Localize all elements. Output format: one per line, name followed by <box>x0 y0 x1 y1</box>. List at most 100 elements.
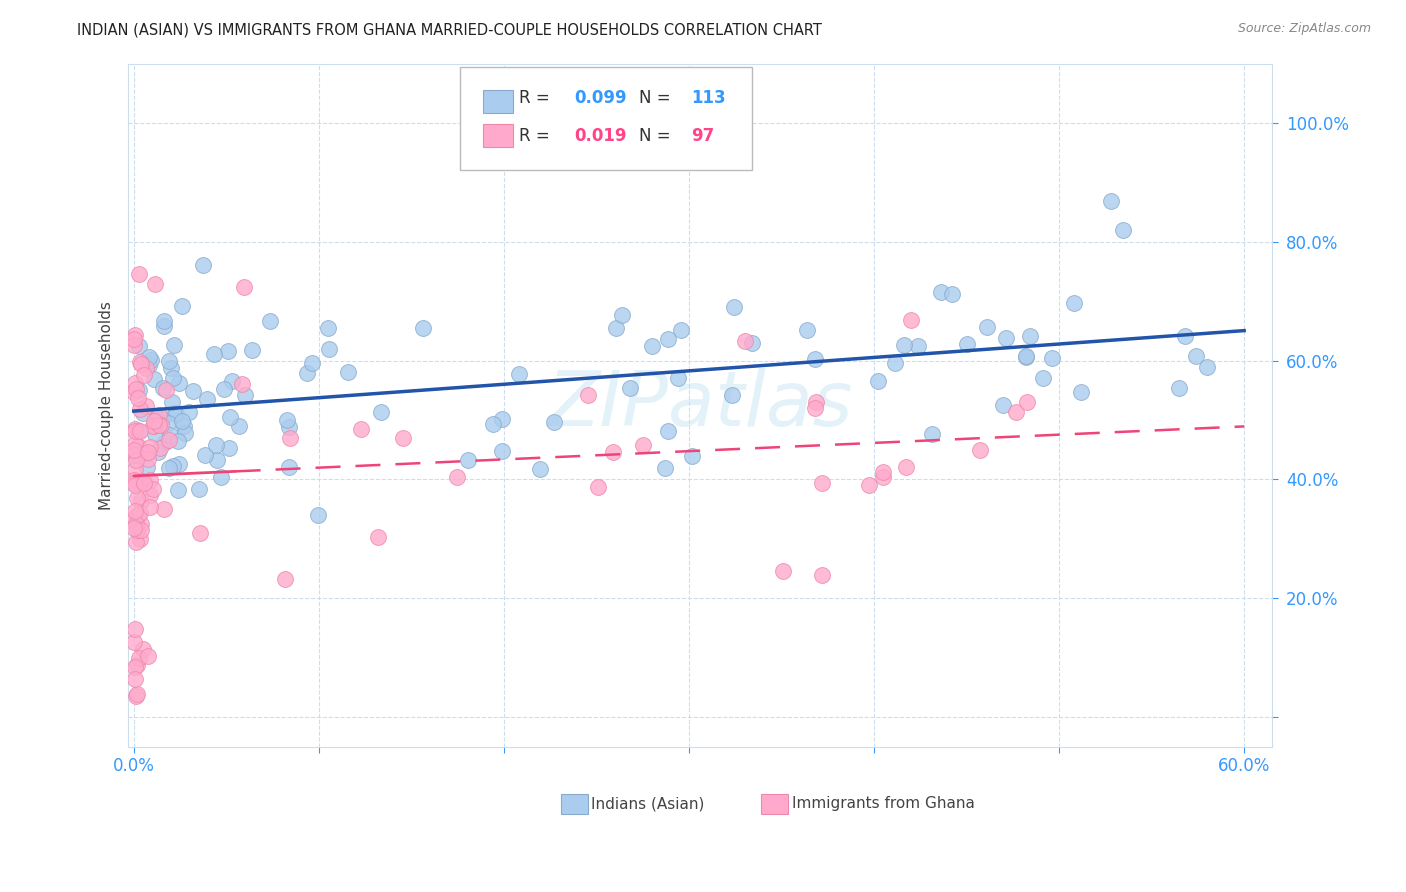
Point <box>446 469 468 483</box>
Point <box>367 530 389 544</box>
Point <box>204 347 226 361</box>
Point <box>610 308 633 322</box>
Point <box>921 427 943 442</box>
Point <box>162 395 184 409</box>
Point <box>370 405 392 419</box>
Text: 97: 97 <box>690 127 714 145</box>
Point <box>804 394 827 409</box>
Point <box>221 374 243 388</box>
Point <box>170 414 193 428</box>
Point <box>491 443 513 458</box>
Point <box>491 412 513 426</box>
Point <box>128 339 150 353</box>
Point <box>134 475 156 490</box>
Point <box>900 313 922 327</box>
Point <box>132 642 155 657</box>
Point <box>124 622 146 636</box>
Point <box>212 382 235 396</box>
Point <box>1195 360 1218 375</box>
Point <box>139 488 162 502</box>
Point <box>136 649 159 664</box>
Point <box>128 651 150 665</box>
Point <box>991 398 1014 412</box>
Point <box>894 460 917 475</box>
Point <box>956 337 979 351</box>
Point <box>350 422 373 436</box>
Point <box>143 418 166 433</box>
Point <box>165 407 187 421</box>
Point <box>274 572 297 586</box>
Point <box>127 392 149 406</box>
FancyBboxPatch shape <box>482 90 513 113</box>
Point <box>124 332 146 346</box>
Point <box>1014 350 1036 364</box>
Point <box>150 417 173 432</box>
Point <box>125 517 148 532</box>
Point <box>209 470 232 484</box>
Point <box>148 444 170 458</box>
Point <box>129 506 152 520</box>
Point <box>177 405 200 419</box>
Point <box>194 448 217 462</box>
Text: R =: R = <box>519 127 555 145</box>
FancyBboxPatch shape <box>460 68 752 169</box>
Point <box>681 450 703 464</box>
Point <box>138 359 160 373</box>
Point <box>128 383 150 397</box>
Point <box>125 690 148 704</box>
Point <box>276 413 298 427</box>
Point <box>127 658 149 673</box>
Point <box>129 401 152 416</box>
Point <box>259 314 281 328</box>
Point <box>152 381 174 395</box>
Text: Source: ZipAtlas.com: Source: ZipAtlas.com <box>1237 22 1371 36</box>
Point <box>167 457 190 471</box>
Point <box>127 439 149 453</box>
Point <box>810 568 832 582</box>
Point <box>976 319 998 334</box>
Point <box>160 360 183 375</box>
Point <box>125 686 148 700</box>
Point <box>734 334 756 348</box>
Point <box>157 416 180 430</box>
Point <box>412 321 434 335</box>
Point <box>205 453 228 467</box>
Y-axis label: Married-couple Households: Married-couple Households <box>100 301 114 509</box>
Point <box>124 521 146 535</box>
Point <box>654 460 676 475</box>
Point <box>810 475 832 490</box>
Text: 0.099: 0.099 <box>574 89 627 107</box>
Point <box>124 328 146 343</box>
Point <box>301 356 323 370</box>
Point <box>278 460 301 475</box>
Point <box>157 354 180 368</box>
Point <box>143 372 166 386</box>
Point <box>969 442 991 457</box>
Point <box>217 344 239 359</box>
Point <box>124 511 146 525</box>
Point <box>482 417 505 431</box>
Point <box>1004 405 1026 419</box>
Point <box>150 412 173 426</box>
Point <box>174 426 197 441</box>
FancyBboxPatch shape <box>561 795 588 814</box>
Point <box>278 419 301 434</box>
Text: ZIPatlas: ZIPatlas <box>547 368 853 442</box>
Point <box>139 352 162 367</box>
Point <box>152 314 174 328</box>
Point <box>605 321 627 335</box>
Point <box>124 504 146 518</box>
Point <box>1167 380 1189 394</box>
Point <box>139 441 162 455</box>
Point <box>132 368 155 382</box>
Point <box>1019 328 1042 343</box>
Point <box>124 376 146 391</box>
Point <box>162 338 184 352</box>
Point <box>280 431 302 445</box>
Point <box>233 388 256 402</box>
Point <box>1070 385 1092 400</box>
Point <box>124 384 146 399</box>
Point <box>153 502 176 516</box>
Point <box>205 438 228 452</box>
Point <box>508 367 530 381</box>
